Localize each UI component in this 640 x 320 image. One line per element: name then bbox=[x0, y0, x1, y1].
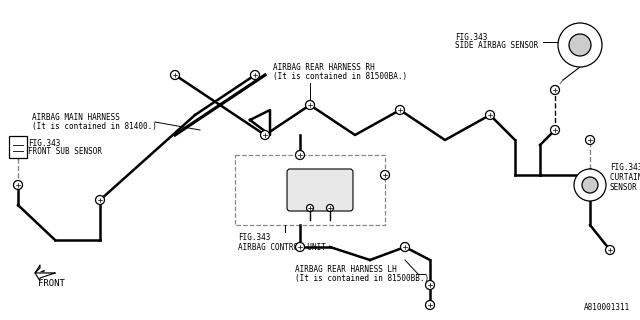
Circle shape bbox=[307, 204, 314, 212]
Text: (It is contained in 81400.): (It is contained in 81400.) bbox=[32, 122, 157, 131]
Circle shape bbox=[550, 125, 559, 134]
Text: FRONT SUB SENSOR: FRONT SUB SENSOR bbox=[28, 147, 102, 156]
Circle shape bbox=[586, 135, 595, 145]
Circle shape bbox=[326, 204, 333, 212]
Text: SIDE AIRBAG SENSOR: SIDE AIRBAG SENSOR bbox=[455, 42, 538, 51]
Circle shape bbox=[260, 131, 269, 140]
Text: FIG.343: FIG.343 bbox=[238, 234, 270, 243]
Circle shape bbox=[95, 196, 104, 204]
Circle shape bbox=[582, 177, 598, 193]
Text: AIRBAG REAR HARNESS RH: AIRBAG REAR HARNESS RH bbox=[273, 63, 375, 73]
Circle shape bbox=[569, 34, 591, 56]
Circle shape bbox=[574, 169, 606, 201]
Circle shape bbox=[396, 106, 404, 115]
Text: AIRBAG MAIN HARNESS: AIRBAG MAIN HARNESS bbox=[32, 114, 120, 123]
Circle shape bbox=[550, 85, 559, 94]
Text: SENSOR: SENSOR bbox=[610, 183, 637, 193]
Circle shape bbox=[296, 150, 305, 159]
Bar bbox=[9, 136, 27, 158]
Text: FIG.343: FIG.343 bbox=[610, 164, 640, 172]
Circle shape bbox=[250, 70, 259, 79]
Circle shape bbox=[558, 23, 602, 67]
Circle shape bbox=[13, 180, 22, 189]
Text: AIRBAG CONTROL UNIT: AIRBAG CONTROL UNIT bbox=[238, 244, 326, 252]
Text: AIRBAG REAR HARNESS LH: AIRBAG REAR HARNESS LH bbox=[295, 266, 397, 275]
Text: FIG.343: FIG.343 bbox=[28, 139, 60, 148]
Circle shape bbox=[486, 110, 495, 119]
Circle shape bbox=[305, 100, 314, 109]
Text: (It is contained in 81500BB.): (It is contained in 81500BB.) bbox=[295, 274, 429, 283]
Circle shape bbox=[170, 70, 179, 79]
Text: A810001311: A810001311 bbox=[584, 303, 630, 312]
Text: CURTAIN AIRBAG: CURTAIN AIRBAG bbox=[610, 173, 640, 182]
Text: FRONT: FRONT bbox=[38, 278, 65, 287]
Circle shape bbox=[426, 281, 435, 290]
Circle shape bbox=[401, 243, 410, 252]
FancyBboxPatch shape bbox=[287, 169, 353, 211]
Circle shape bbox=[605, 245, 614, 254]
Polygon shape bbox=[250, 110, 270, 135]
Circle shape bbox=[381, 171, 390, 180]
Text: FIG.343: FIG.343 bbox=[455, 34, 488, 43]
Circle shape bbox=[426, 300, 435, 309]
Text: (It is contained in 81500BA.): (It is contained in 81500BA.) bbox=[273, 71, 407, 81]
Circle shape bbox=[296, 243, 305, 252]
Polygon shape bbox=[35, 265, 55, 281]
